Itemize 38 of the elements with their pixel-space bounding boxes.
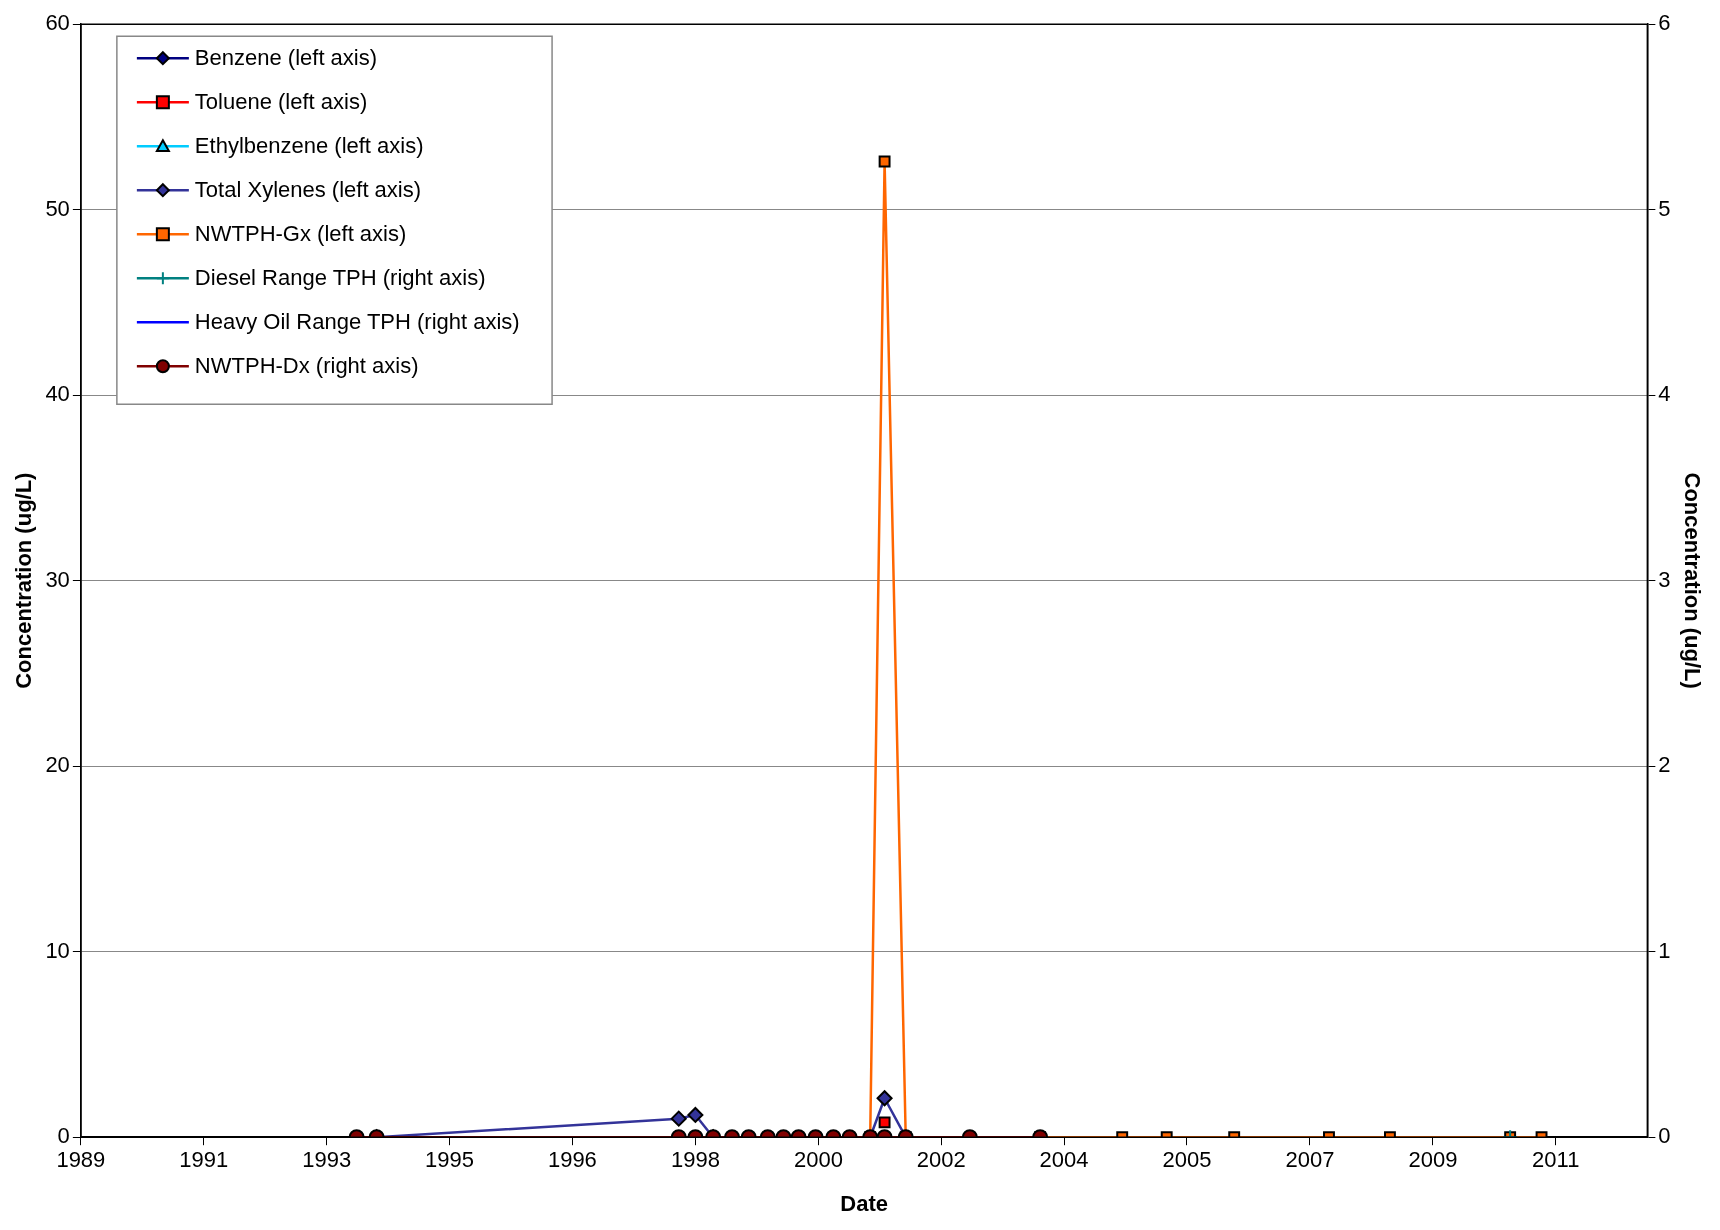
y-tick-label: 30 <box>45 566 70 592</box>
y-tick-label: 50 <box>45 195 70 221</box>
x-axis-title: Date <box>840 1190 888 1216</box>
y-tick-label: 20 <box>45 752 70 778</box>
x-tick-label: 2009 <box>1408 1147 1458 1173</box>
y-tick-label: 40 <box>45 381 70 407</box>
x-tick-label: 1995 <box>425 1147 475 1173</box>
y2-tick-label: 0 <box>1658 1123 1671 1149</box>
y2-tick-label: 2 <box>1658 752 1671 778</box>
x-tick-label: 2002 <box>916 1147 966 1173</box>
y2-tick-label: 3 <box>1658 566 1671 592</box>
x-tick-label: 1989 <box>56 1147 106 1173</box>
y-tick-label: 60 <box>45 10 70 36</box>
y-axis-title: Concentration (ug/L) <box>11 472 37 689</box>
y2-tick-label: 4 <box>1658 381 1671 407</box>
x-tick-label: 1993 <box>302 1147 352 1173</box>
y2-tick-label: 1 <box>1658 937 1671 963</box>
legend-label: Total Xylenes (left axis) <box>194 177 422 203</box>
x-tick-label: 1991 <box>179 1147 229 1173</box>
x-tick-label: 1998 <box>670 1147 720 1173</box>
x-tick-label: 2004 <box>1039 1147 1089 1173</box>
legend-label: Heavy Oil Range TPH (right axis) <box>194 309 520 335</box>
legend-label: Ethylbenzene (left axis) <box>194 133 424 159</box>
x-tick-label: 2007 <box>1285 1147 1335 1173</box>
y-tick-label: 0 <box>57 1123 70 1149</box>
legend-label: NWTPH-Gx (left axis) <box>194 221 407 247</box>
x-tick-label: 2011 <box>1532 1147 1580 1173</box>
legend-label: Benzene (left axis) <box>194 45 378 71</box>
y2-tick-label: 5 <box>1658 195 1671 221</box>
x-tick-label: 2005 <box>1162 1147 1212 1173</box>
y2-tick-label: 6 <box>1658 10 1671 36</box>
y2-axis-title: Concentration (ug/L) <box>1679 472 1705 689</box>
x-tick-label: 2000 <box>793 1147 843 1173</box>
legend-label: Toluene (left axis) <box>194 89 368 115</box>
legend-label: Diesel Range TPH (right axis) <box>194 265 486 291</box>
x-tick-label: 1996 <box>547 1147 597 1173</box>
y-tick-label: 10 <box>45 937 70 963</box>
legend-label: NWTPH-Dx (right axis) <box>194 353 419 379</box>
